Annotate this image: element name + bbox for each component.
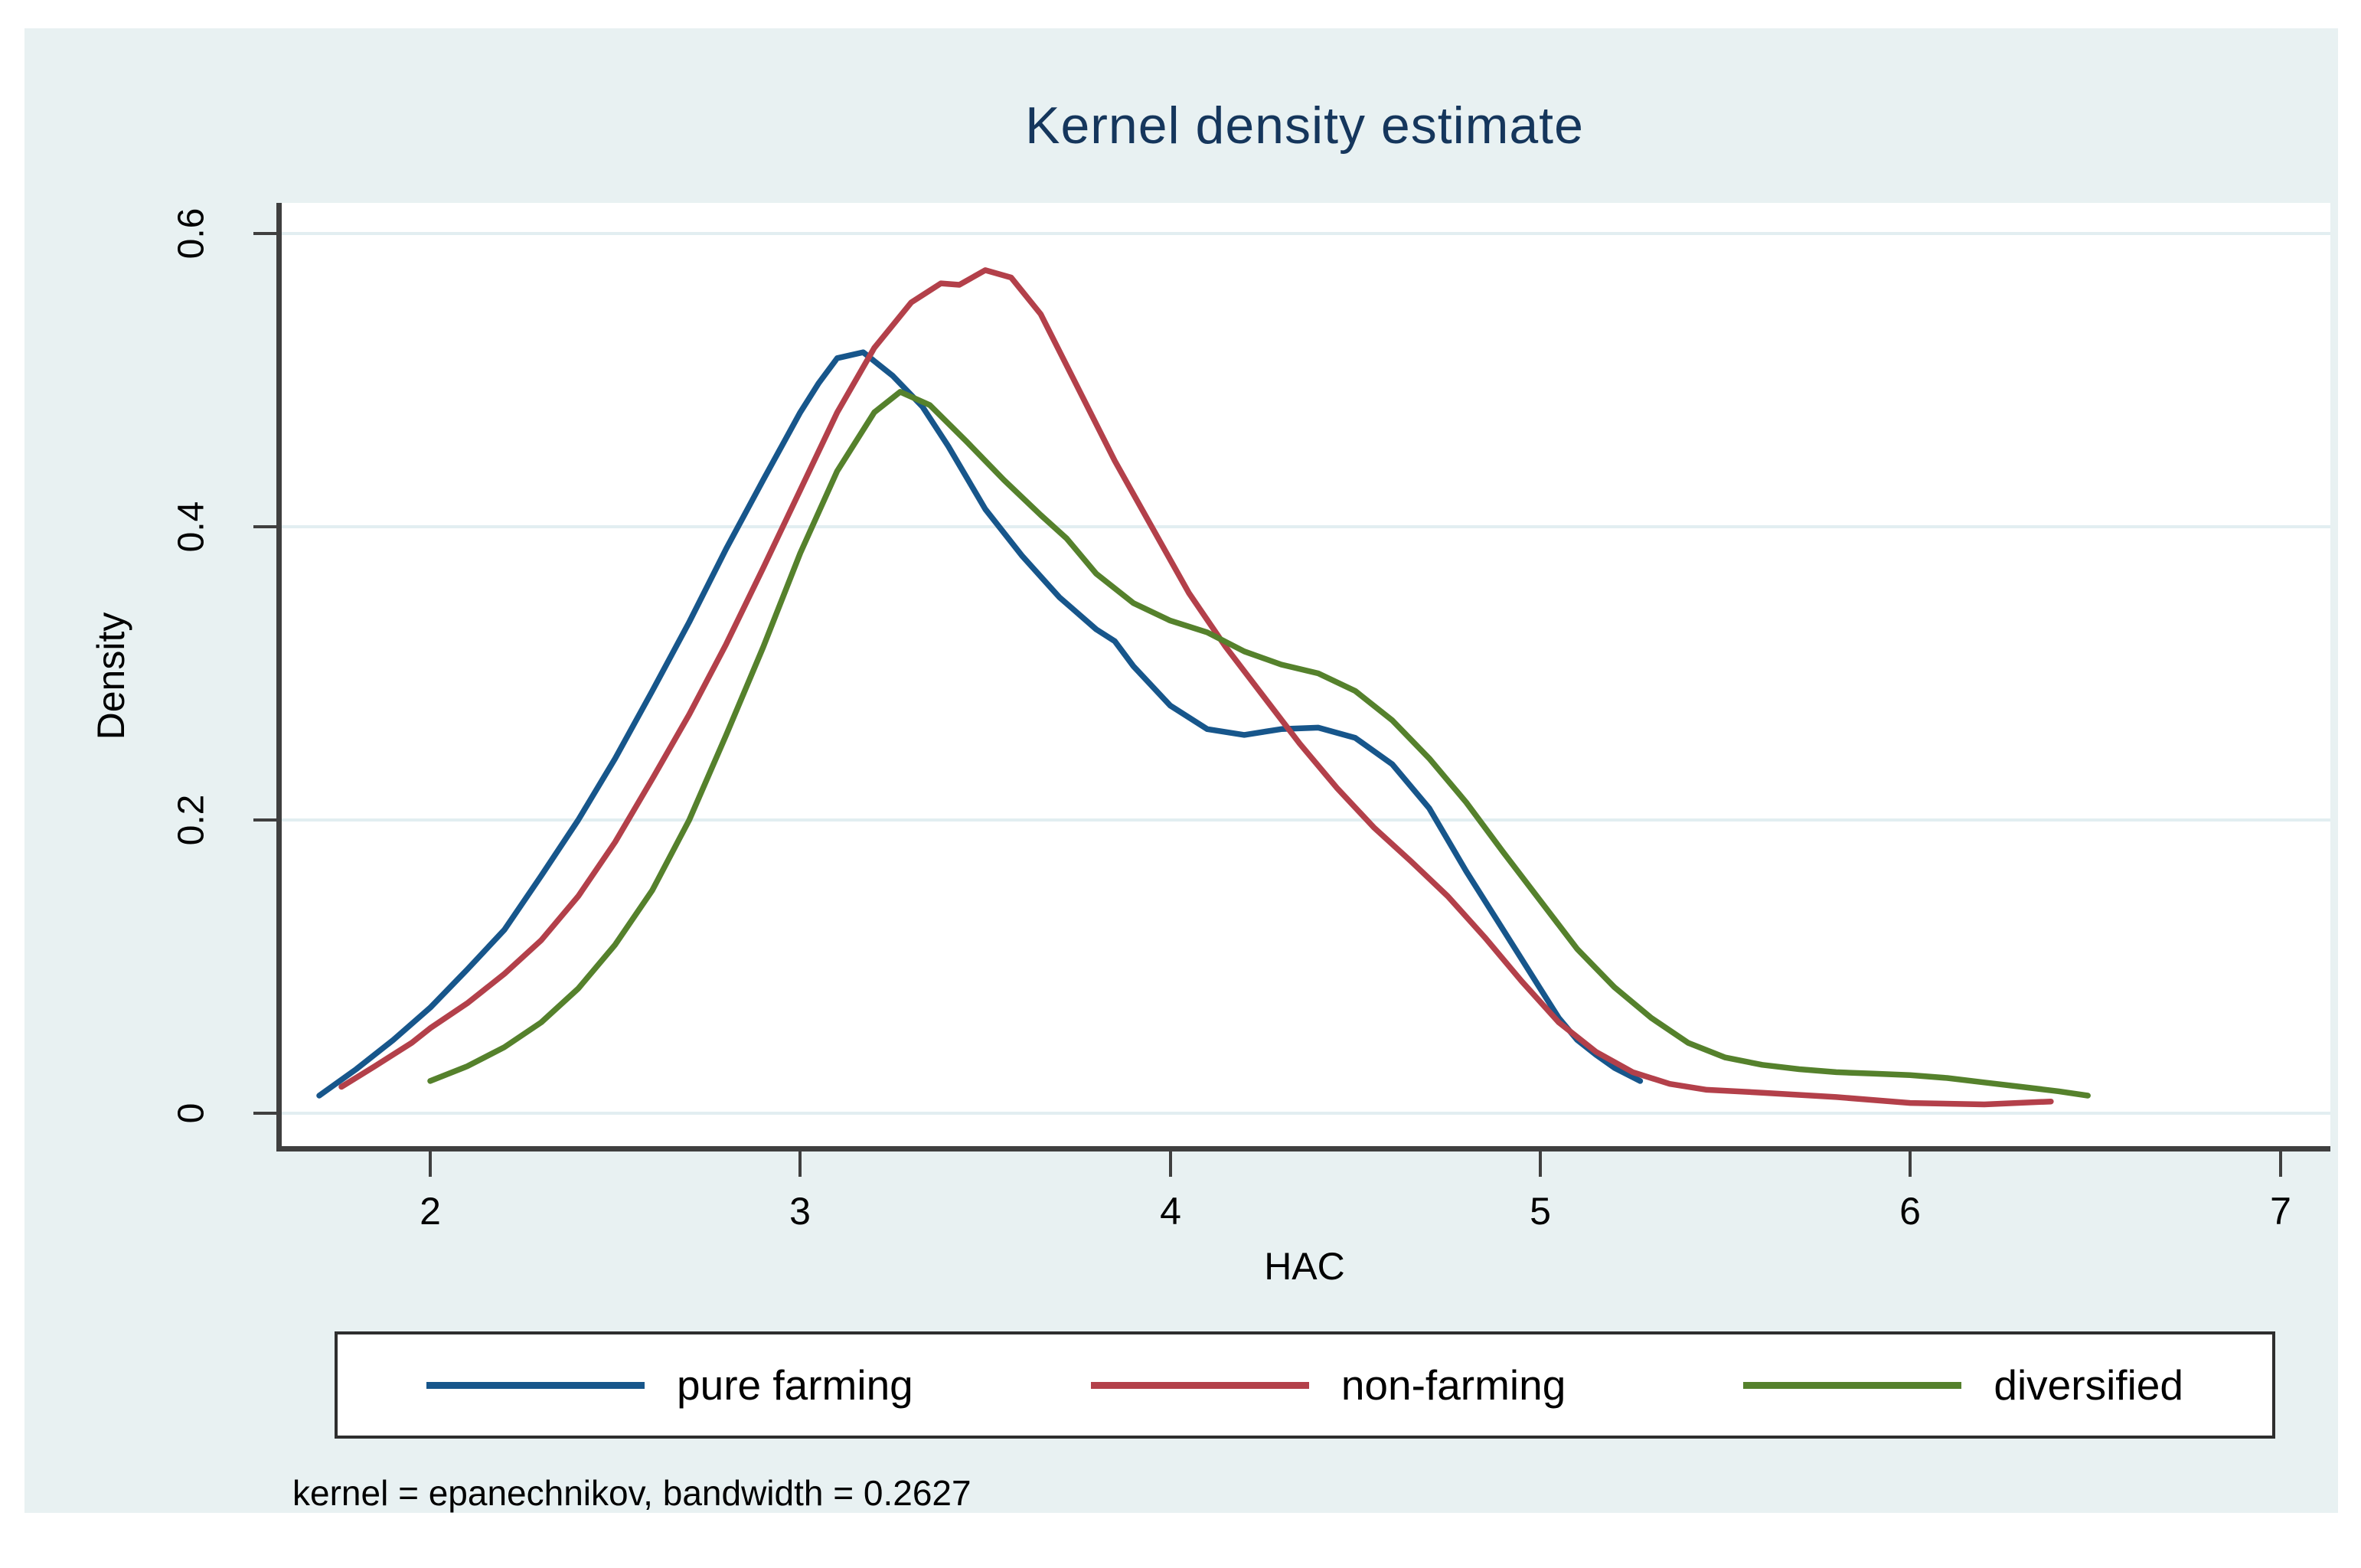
x-tick-mark [429, 1151, 432, 1177]
legend-label: diversified [1994, 1361, 2183, 1409]
legend-line-swatch [426, 1381, 645, 1389]
x-tick-label: 7 [2270, 1190, 2291, 1233]
density-curves [316, 267, 2091, 1108]
x-axis-title: HAC [1264, 1245, 1345, 1288]
y-axis-line [276, 203, 282, 1151]
x-tick-mark [798, 1151, 802, 1177]
x-tick-label: 6 [1899, 1190, 1921, 1233]
x-tick-label: 3 [789, 1190, 811, 1233]
x-tick-mark [2279, 1151, 2282, 1177]
legend-item-diversified: diversified [1743, 1361, 2183, 1410]
legend-item-non-farming: non-farming [1090, 1361, 1566, 1410]
y-gridline [282, 525, 2330, 528]
x-axis-line [276, 1146, 2330, 1152]
x-tick-mark [1169, 1151, 1172, 1177]
legend-label: pure farming [677, 1361, 913, 1409]
y-tick-mark [253, 818, 279, 822]
y-gridline [282, 818, 2330, 822]
x-tick-label: 4 [1160, 1190, 1181, 1233]
x-tick-label: 2 [420, 1190, 441, 1233]
y-tick-mark [253, 232, 279, 235]
density-curve-pure-farming [316, 349, 1644, 1099]
plot-area [279, 203, 2330, 1149]
density-curve-diversified [427, 389, 2091, 1099]
graph-region: Kernel density estimate 0 0.2 0.4 0.6 2 3 4 5 6 7… [24, 28, 2338, 1513]
x-tick-mark [1909, 1151, 1912, 1177]
chart-title: Kernel density estimate [1025, 96, 1584, 155]
legend-label: non-farming [1341, 1361, 1566, 1409]
legend-line-swatch [1090, 1381, 1309, 1389]
y-gridline [282, 1112, 2330, 1115]
kernel-note: kernel = epanechnikov, bandwidth = 0.262… [292, 1473, 972, 1513]
legend-item-pure-farming: pure farming [426, 1361, 913, 1410]
legend-line-swatch [1743, 1381, 1962, 1389]
y-gridline [282, 232, 2330, 235]
y-tick-mark [253, 525, 279, 528]
y-tick-mark [253, 1112, 279, 1115]
density-curve-non-farming [338, 267, 2054, 1108]
legend: pure farming non-farming diversified [335, 1331, 2275, 1439]
x-tick-label: 5 [1530, 1190, 1551, 1233]
x-tick-mark [1539, 1151, 1542, 1177]
